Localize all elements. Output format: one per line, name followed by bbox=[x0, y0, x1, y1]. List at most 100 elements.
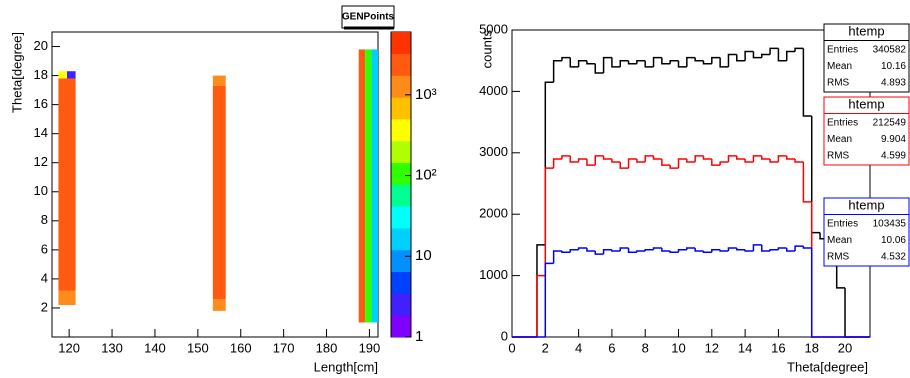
histogram-step bbox=[769, 47, 779, 55]
colorbar-segment bbox=[391, 140, 411, 164]
y-axis-label: Theta[degree] bbox=[9, 32, 24, 113]
histogram-step bbox=[794, 47, 804, 52]
stats-title: htemp bbox=[848, 23, 884, 38]
chart-title: GENPoints bbox=[342, 12, 395, 23]
histogram-step bbox=[802, 48, 812, 117]
y-tick-label: 2000 bbox=[479, 206, 508, 221]
stats-label: Entries bbox=[827, 44, 858, 55]
histogram-step bbox=[669, 165, 679, 169]
z-tick-label: 10³ bbox=[415, 86, 437, 103]
x-tick-label: 150 bbox=[187, 340, 209, 355]
histogram-step bbox=[694, 57, 704, 62]
histogram-step bbox=[711, 56, 721, 64]
histogram-step bbox=[736, 155, 746, 160]
stats-value: 4.599 bbox=[881, 150, 906, 161]
stats-label: Mean bbox=[827, 134, 852, 145]
histogram-step bbox=[761, 155, 771, 160]
stats-value: 340582 bbox=[873, 44, 907, 55]
histogram-step bbox=[652, 56, 662, 67]
z-tick-label: 10² bbox=[415, 167, 437, 184]
heatmap-cell bbox=[58, 71, 68, 79]
histogram-step bbox=[769, 249, 779, 252]
y-tick-label: 3000 bbox=[479, 144, 508, 159]
heatmap-cell bbox=[371, 49, 378, 323]
histogram-step bbox=[702, 251, 712, 254]
histogram-step bbox=[552, 158, 562, 169]
histogram-step bbox=[810, 201, 821, 338]
histogram-step bbox=[794, 158, 804, 163]
x-tick-label: 6 bbox=[608, 340, 615, 355]
histogram-step bbox=[810, 247, 821, 338]
histogram-step bbox=[619, 247, 629, 252]
histogram-step bbox=[644, 249, 654, 252]
z-tick-label: 1 bbox=[415, 328, 423, 345]
histogram-step bbox=[777, 48, 787, 62]
x-tick-label: 8 bbox=[642, 340, 649, 355]
stats-value: 103435 bbox=[873, 218, 907, 229]
y-tick-label: 4 bbox=[41, 270, 48, 285]
heatmap-cell bbox=[358, 49, 366, 323]
stats-value: 4.532 bbox=[881, 251, 906, 262]
histogram-step bbox=[752, 155, 762, 163]
histogram-step bbox=[552, 59, 562, 83]
histogram-step bbox=[586, 247, 596, 252]
colorbar-segment bbox=[391, 271, 411, 294]
histogram-step bbox=[711, 249, 721, 253]
colorbar-segment bbox=[391, 75, 411, 98]
y-tick-label: 1000 bbox=[479, 267, 508, 282]
stats-label: RMS bbox=[827, 150, 850, 161]
x-tick-label: 130 bbox=[101, 340, 123, 355]
x-axis-label: Length[cm] bbox=[314, 359, 378, 374]
histogram-step bbox=[677, 158, 687, 169]
stats-value: 212549 bbox=[873, 117, 907, 128]
y-tick-label: 0 bbox=[501, 328, 508, 343]
colorbar-segment bbox=[391, 53, 411, 76]
histogram-step bbox=[636, 158, 646, 163]
histogram-step bbox=[669, 251, 679, 254]
histogram-step bbox=[719, 57, 729, 68]
histogram-step bbox=[794, 245, 804, 252]
histogram-step bbox=[644, 155, 654, 163]
histogram-step bbox=[636, 250, 646, 253]
histogram-step bbox=[802, 162, 812, 203]
plot-frame bbox=[511, 29, 871, 338]
histogram-step bbox=[569, 57, 579, 68]
histogram-step bbox=[844, 287, 854, 338]
heatmap-cell bbox=[212, 75, 226, 86]
colorbar-segment bbox=[391, 315, 411, 338]
histogram-step bbox=[552, 250, 562, 264]
histogram-step bbox=[594, 155, 604, 166]
histogram-step bbox=[652, 247, 662, 250]
histogram-step bbox=[727, 53, 737, 67]
x-tick-label: 140 bbox=[144, 340, 166, 355]
stats-label: Entries bbox=[827, 218, 858, 229]
heatmap-cell bbox=[365, 49, 372, 323]
x-tick-label: 2 bbox=[542, 340, 549, 355]
x-tick-label: 10 bbox=[671, 340, 685, 355]
stats-box bbox=[823, 96, 910, 166]
colorbar-segment bbox=[391, 206, 411, 229]
histogram-step bbox=[686, 56, 696, 67]
stats-label: RMS bbox=[827, 251, 850, 262]
histogram-step bbox=[627, 247, 637, 254]
histogram-step bbox=[586, 158, 596, 166]
histogram-step bbox=[544, 81, 554, 245]
colorbar-segment bbox=[391, 97, 411, 120]
stats-title: htemp bbox=[848, 197, 884, 212]
heatmap-cell bbox=[212, 299, 226, 311]
y-axis-label: counts bbox=[479, 30, 494, 69]
x-tick-label: 0 bbox=[508, 340, 515, 355]
stats-value: 4.893 bbox=[881, 77, 906, 88]
y-tick-label: 20 bbox=[34, 38, 48, 53]
x-tick-label: 18 bbox=[804, 340, 818, 355]
stats-value: 9.904 bbox=[881, 134, 906, 145]
histogram-step bbox=[536, 244, 546, 337]
colorbar-segment bbox=[391, 162, 411, 185]
histogram-step bbox=[769, 158, 779, 163]
histogram-step bbox=[569, 155, 579, 163]
histogram-step bbox=[752, 244, 762, 252]
heatmap-cell bbox=[58, 290, 76, 306]
histogram-step bbox=[611, 57, 621, 68]
x-tick-label: 190 bbox=[359, 340, 381, 355]
